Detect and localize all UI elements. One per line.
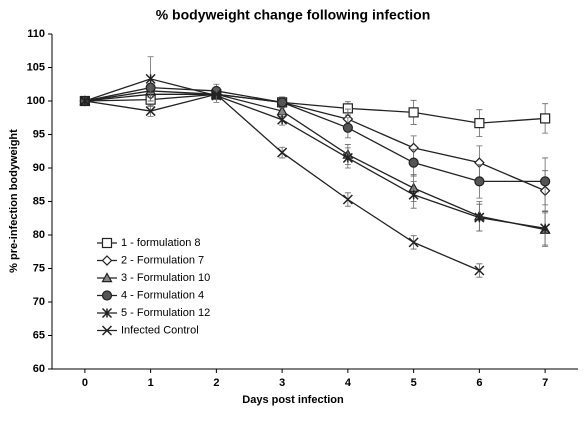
x-axis-label: Days post infection (242, 394, 344, 406)
legend-label: 5 - Formulation 12 (121, 307, 210, 319)
legend-label: Infected Control (121, 324, 199, 336)
chart-title: % bodyweight change following infection (156, 7, 431, 23)
y-tick-label: 65 (33, 329, 45, 341)
data-point (474, 265, 485, 276)
x-tick-label: 3 (279, 377, 285, 389)
y-tick-label: 85 (33, 195, 45, 207)
data-point (540, 113, 551, 124)
data-point (408, 157, 419, 168)
data-point (342, 152, 353, 163)
x-tick-label: 6 (476, 377, 482, 389)
legend-marker (101, 255, 113, 266)
legend-label: 3 - Formulation 10 (121, 272, 210, 284)
y-tick-label: 95 (33, 128, 45, 140)
x-tick-label: 1 (148, 377, 154, 389)
series-line (84, 90, 546, 231)
legend-label: 1 - formulation 8 (121, 237, 200, 249)
x-tick-label: 0 (82, 377, 88, 389)
y-tick-label: 75 (33, 262, 45, 274)
data-point (408, 189, 419, 200)
x-tick-label: 5 (411, 377, 417, 389)
series-line (84, 78, 546, 229)
legend-marker (101, 290, 113, 301)
y-tick-label: 90 (33, 162, 45, 174)
data-point (474, 212, 485, 223)
data-point (342, 194, 353, 205)
data-point (540, 223, 551, 234)
y-tick-label: 60 (33, 363, 45, 375)
x-tick-label: 2 (213, 377, 219, 389)
data-point (277, 97, 288, 108)
data-point (540, 176, 551, 187)
y-axis-label: % pre-infection bodyweight (8, 129, 20, 273)
series-line (84, 93, 546, 192)
series-line (84, 93, 546, 124)
data-point (474, 118, 485, 129)
y-tick-label: 105 (27, 61, 45, 73)
legend-label: 2 - Formulation 7 (121, 254, 204, 266)
data-point (211, 89, 222, 100)
data-point (342, 122, 353, 133)
data-point (474, 176, 485, 187)
x-tick-label: 4 (345, 377, 352, 389)
data-point (277, 114, 288, 125)
data-point (145, 106, 156, 117)
legend-label: 4 - Formulation 4 (121, 289, 204, 301)
y-tick-label: 70 (33, 296, 45, 308)
data-point (145, 73, 156, 84)
data-point (79, 95, 90, 107)
legend-marker (101, 272, 113, 283)
series-line (84, 86, 546, 183)
legend-marker (101, 237, 113, 249)
y-tick-label: 110 (27, 28, 45, 40)
legend-marker (101, 307, 113, 319)
data-point (408, 107, 419, 118)
y-tick-label: 80 (33, 229, 45, 241)
y-tick-label: 100 (27, 95, 45, 107)
x-tick-label: 7 (542, 377, 548, 389)
data-point (277, 147, 288, 158)
legend-marker (101, 325, 113, 336)
data-point (408, 237, 419, 248)
